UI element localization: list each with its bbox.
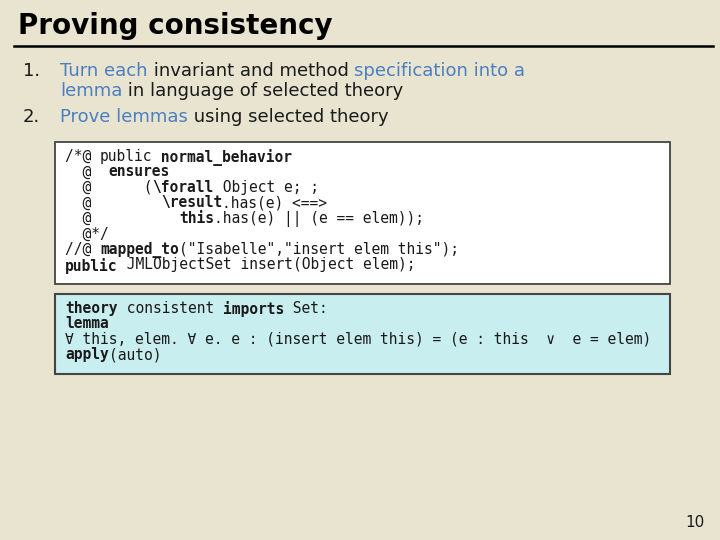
Text: lemma: lemma bbox=[60, 82, 122, 100]
Text: \result: \result bbox=[161, 195, 222, 211]
Text: public: public bbox=[65, 258, 117, 273]
Text: ∀ this, elem. ∀ e. e : (insert elem this) = (e : this  ∨  e = elem): ∀ this, elem. ∀ e. e : (insert elem this… bbox=[65, 332, 652, 347]
Text: in language of selected theory: in language of selected theory bbox=[122, 82, 404, 100]
Text: 1.: 1. bbox=[23, 62, 40, 80]
Text: ("Isabelle","insert elem this");: ("Isabelle","insert elem this"); bbox=[179, 242, 459, 257]
Text: theory: theory bbox=[65, 301, 117, 316]
Text: Object e; ;: Object e; ; bbox=[214, 180, 319, 195]
Text: @      (: @ ( bbox=[65, 180, 153, 195]
Text: /*@: /*@ bbox=[65, 149, 100, 164]
Text: Prove lemmas: Prove lemmas bbox=[60, 108, 188, 126]
Text: Proving consistency: Proving consistency bbox=[18, 12, 333, 40]
Text: Set:: Set: bbox=[284, 301, 328, 316]
Text: (auto): (auto) bbox=[109, 348, 161, 362]
Text: @: @ bbox=[65, 165, 109, 179]
Text: ensures: ensures bbox=[109, 165, 170, 179]
Text: consistent: consistent bbox=[117, 301, 222, 316]
Text: imports: imports bbox=[222, 301, 284, 317]
Text: JMLObjectSet insert(Object elem);: JMLObjectSet insert(Object elem); bbox=[117, 258, 415, 273]
Text: @: @ bbox=[65, 195, 161, 211]
Text: Turn each: Turn each bbox=[60, 62, 148, 80]
Text: public: public bbox=[100, 149, 153, 164]
Text: 10: 10 bbox=[685, 515, 705, 530]
Text: //@: //@ bbox=[65, 242, 100, 257]
FancyBboxPatch shape bbox=[55, 142, 670, 284]
Text: normal_behavior: normal_behavior bbox=[153, 149, 292, 166]
Text: .has(e) || (e == elem));: .has(e) || (e == elem)); bbox=[214, 211, 424, 227]
Text: using selected theory: using selected theory bbox=[188, 108, 389, 126]
FancyBboxPatch shape bbox=[55, 294, 670, 374]
Text: apply: apply bbox=[65, 348, 109, 362]
Text: 2.: 2. bbox=[23, 108, 40, 126]
Text: specification into a: specification into a bbox=[354, 62, 525, 80]
Text: this: this bbox=[179, 211, 214, 226]
Text: invariant and method: invariant and method bbox=[148, 62, 354, 80]
Text: @: @ bbox=[65, 211, 179, 226]
Text: @*/: @*/ bbox=[65, 226, 109, 241]
Text: lemma: lemma bbox=[65, 316, 109, 332]
Text: mapped_to: mapped_to bbox=[100, 242, 179, 258]
Text: .has(e) <==>: .has(e) <==> bbox=[222, 195, 328, 211]
Text: \forall: \forall bbox=[153, 180, 214, 195]
